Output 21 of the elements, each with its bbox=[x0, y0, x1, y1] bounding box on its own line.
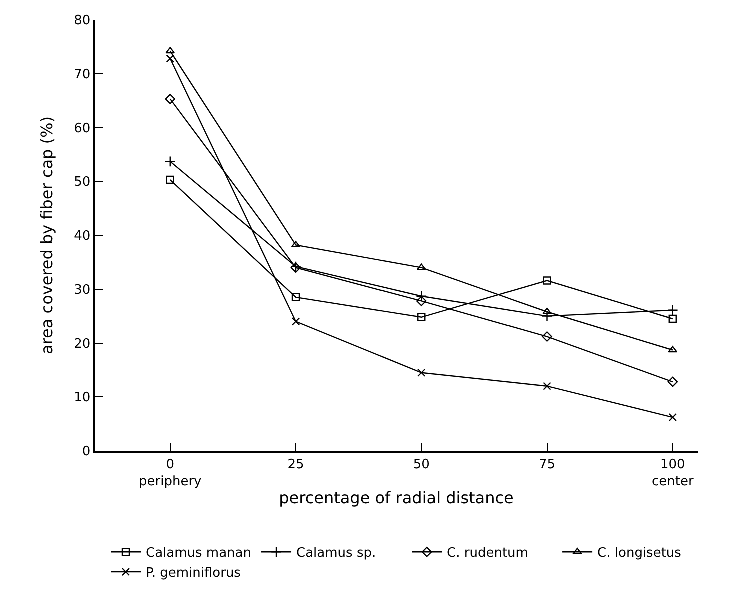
x-tick-label: 50 bbox=[413, 457, 430, 472]
x-axis-title: percentage of radial distance bbox=[279, 488, 514, 508]
y-tick-label: 50 bbox=[74, 175, 91, 190]
legend-label: C. rudentum bbox=[447, 546, 528, 562]
y-tick-label: 10 bbox=[74, 390, 91, 406]
y-tick-label: 0 bbox=[82, 444, 91, 460]
x-tick-label: 0 periphery bbox=[139, 457, 202, 490]
y-tick-label: 80 bbox=[74, 14, 91, 29]
y-tick-label: 70 bbox=[74, 67, 91, 82]
y-axis-title: area covered by fiber cap (%) bbox=[38, 116, 56, 354]
legend-label: P. geminiflorus bbox=[146, 566, 242, 582]
legend-label: Calamus manan bbox=[146, 546, 252, 562]
legend-label: C. longisetus bbox=[598, 546, 682, 562]
legend-label: Calamus sp. bbox=[296, 546, 376, 562]
y-tick-label: 20 bbox=[74, 336, 91, 352]
y-tick-label: 60 bbox=[74, 121, 91, 136]
x-tick-label: 100 center bbox=[652, 457, 694, 490]
x-tick-label: 75 bbox=[538, 457, 556, 472]
x-tick-label: 25 bbox=[288, 457, 304, 472]
y-tick-label: 40 bbox=[74, 229, 91, 244]
y-tick-label: 30 bbox=[74, 282, 91, 298]
